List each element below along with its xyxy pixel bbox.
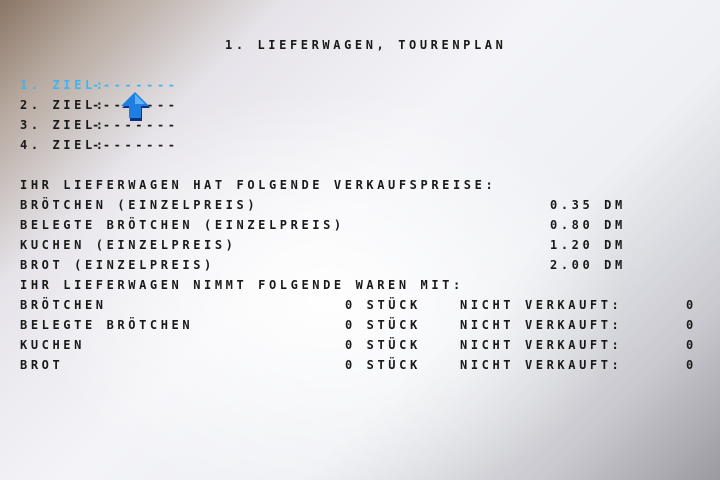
ziel-1-label[interactable]: 1. ZIEL: (20, 78, 107, 92)
goods-unsold-value: 0 (686, 358, 697, 372)
price-item: BROT (EINZELPREIS) (20, 258, 215, 272)
price-value: 0.80 DM (550, 218, 626, 232)
goods-qty[interactable]: 0 STÜCK (345, 338, 421, 352)
price-item: BELEGTE BRÖTCHEN (EINZELPREIS) (20, 218, 345, 232)
goods-unsold-value: 0 (686, 298, 697, 312)
ziel-2-label[interactable]: 2. ZIEL: (20, 98, 107, 112)
goods-unsold-label: NICHT VERKAUFT: (460, 358, 623, 372)
ziel-4-value[interactable]: -------- (92, 138, 179, 152)
goods-unsold-value: 0 (686, 338, 697, 352)
goods-unsold-value: 0 (686, 318, 697, 332)
arrow-up-cursor-icon (121, 92, 150, 121)
price-item: BRÖTCHEN (EINZELPREIS) (20, 198, 259, 212)
goods-unsold-label: NICHT VERKAUFT: (460, 318, 623, 332)
price-item: KUCHEN (EINZELPREIS) (20, 238, 237, 252)
ziel-1-value[interactable]: -------- (92, 78, 179, 92)
prices-heading: IHR LIEFERWAGEN HAT FOLGENDE VERKAUFSPRE… (20, 178, 497, 192)
ziel-3-value[interactable]: -------- (92, 118, 179, 132)
ziel-4-label[interactable]: 4. ZIEL: (20, 138, 107, 152)
price-value: 2.00 DM (550, 258, 626, 272)
goods-qty[interactable]: 0 STÜCK (345, 358, 421, 372)
goods-item: BROT (20, 358, 64, 372)
goods-item: BELEGTE BRÖTCHEN (20, 318, 194, 332)
goods-heading: IHR LIEFERWAGEN NIMMT FOLGENDE WAREN MIT… (20, 278, 464, 292)
ziel-3-label[interactable]: 3. ZIEL: (20, 118, 107, 132)
price-value: 1.20 DM (550, 238, 626, 252)
page-title: 1. LIEFERWAGEN, TOURENPLAN (225, 38, 507, 52)
goods-item: KUCHEN (20, 338, 85, 352)
goods-unsold-label: NICHT VERKAUFT: (460, 298, 623, 312)
goods-item: BRÖTCHEN (20, 298, 107, 312)
goods-qty[interactable]: 0 STÜCK (345, 318, 421, 332)
price-value: 0.35 DM (550, 198, 626, 212)
goods-qty[interactable]: 0 STÜCK (345, 298, 421, 312)
goods-unsold-label: NICHT VERKAUFT: (460, 338, 623, 352)
